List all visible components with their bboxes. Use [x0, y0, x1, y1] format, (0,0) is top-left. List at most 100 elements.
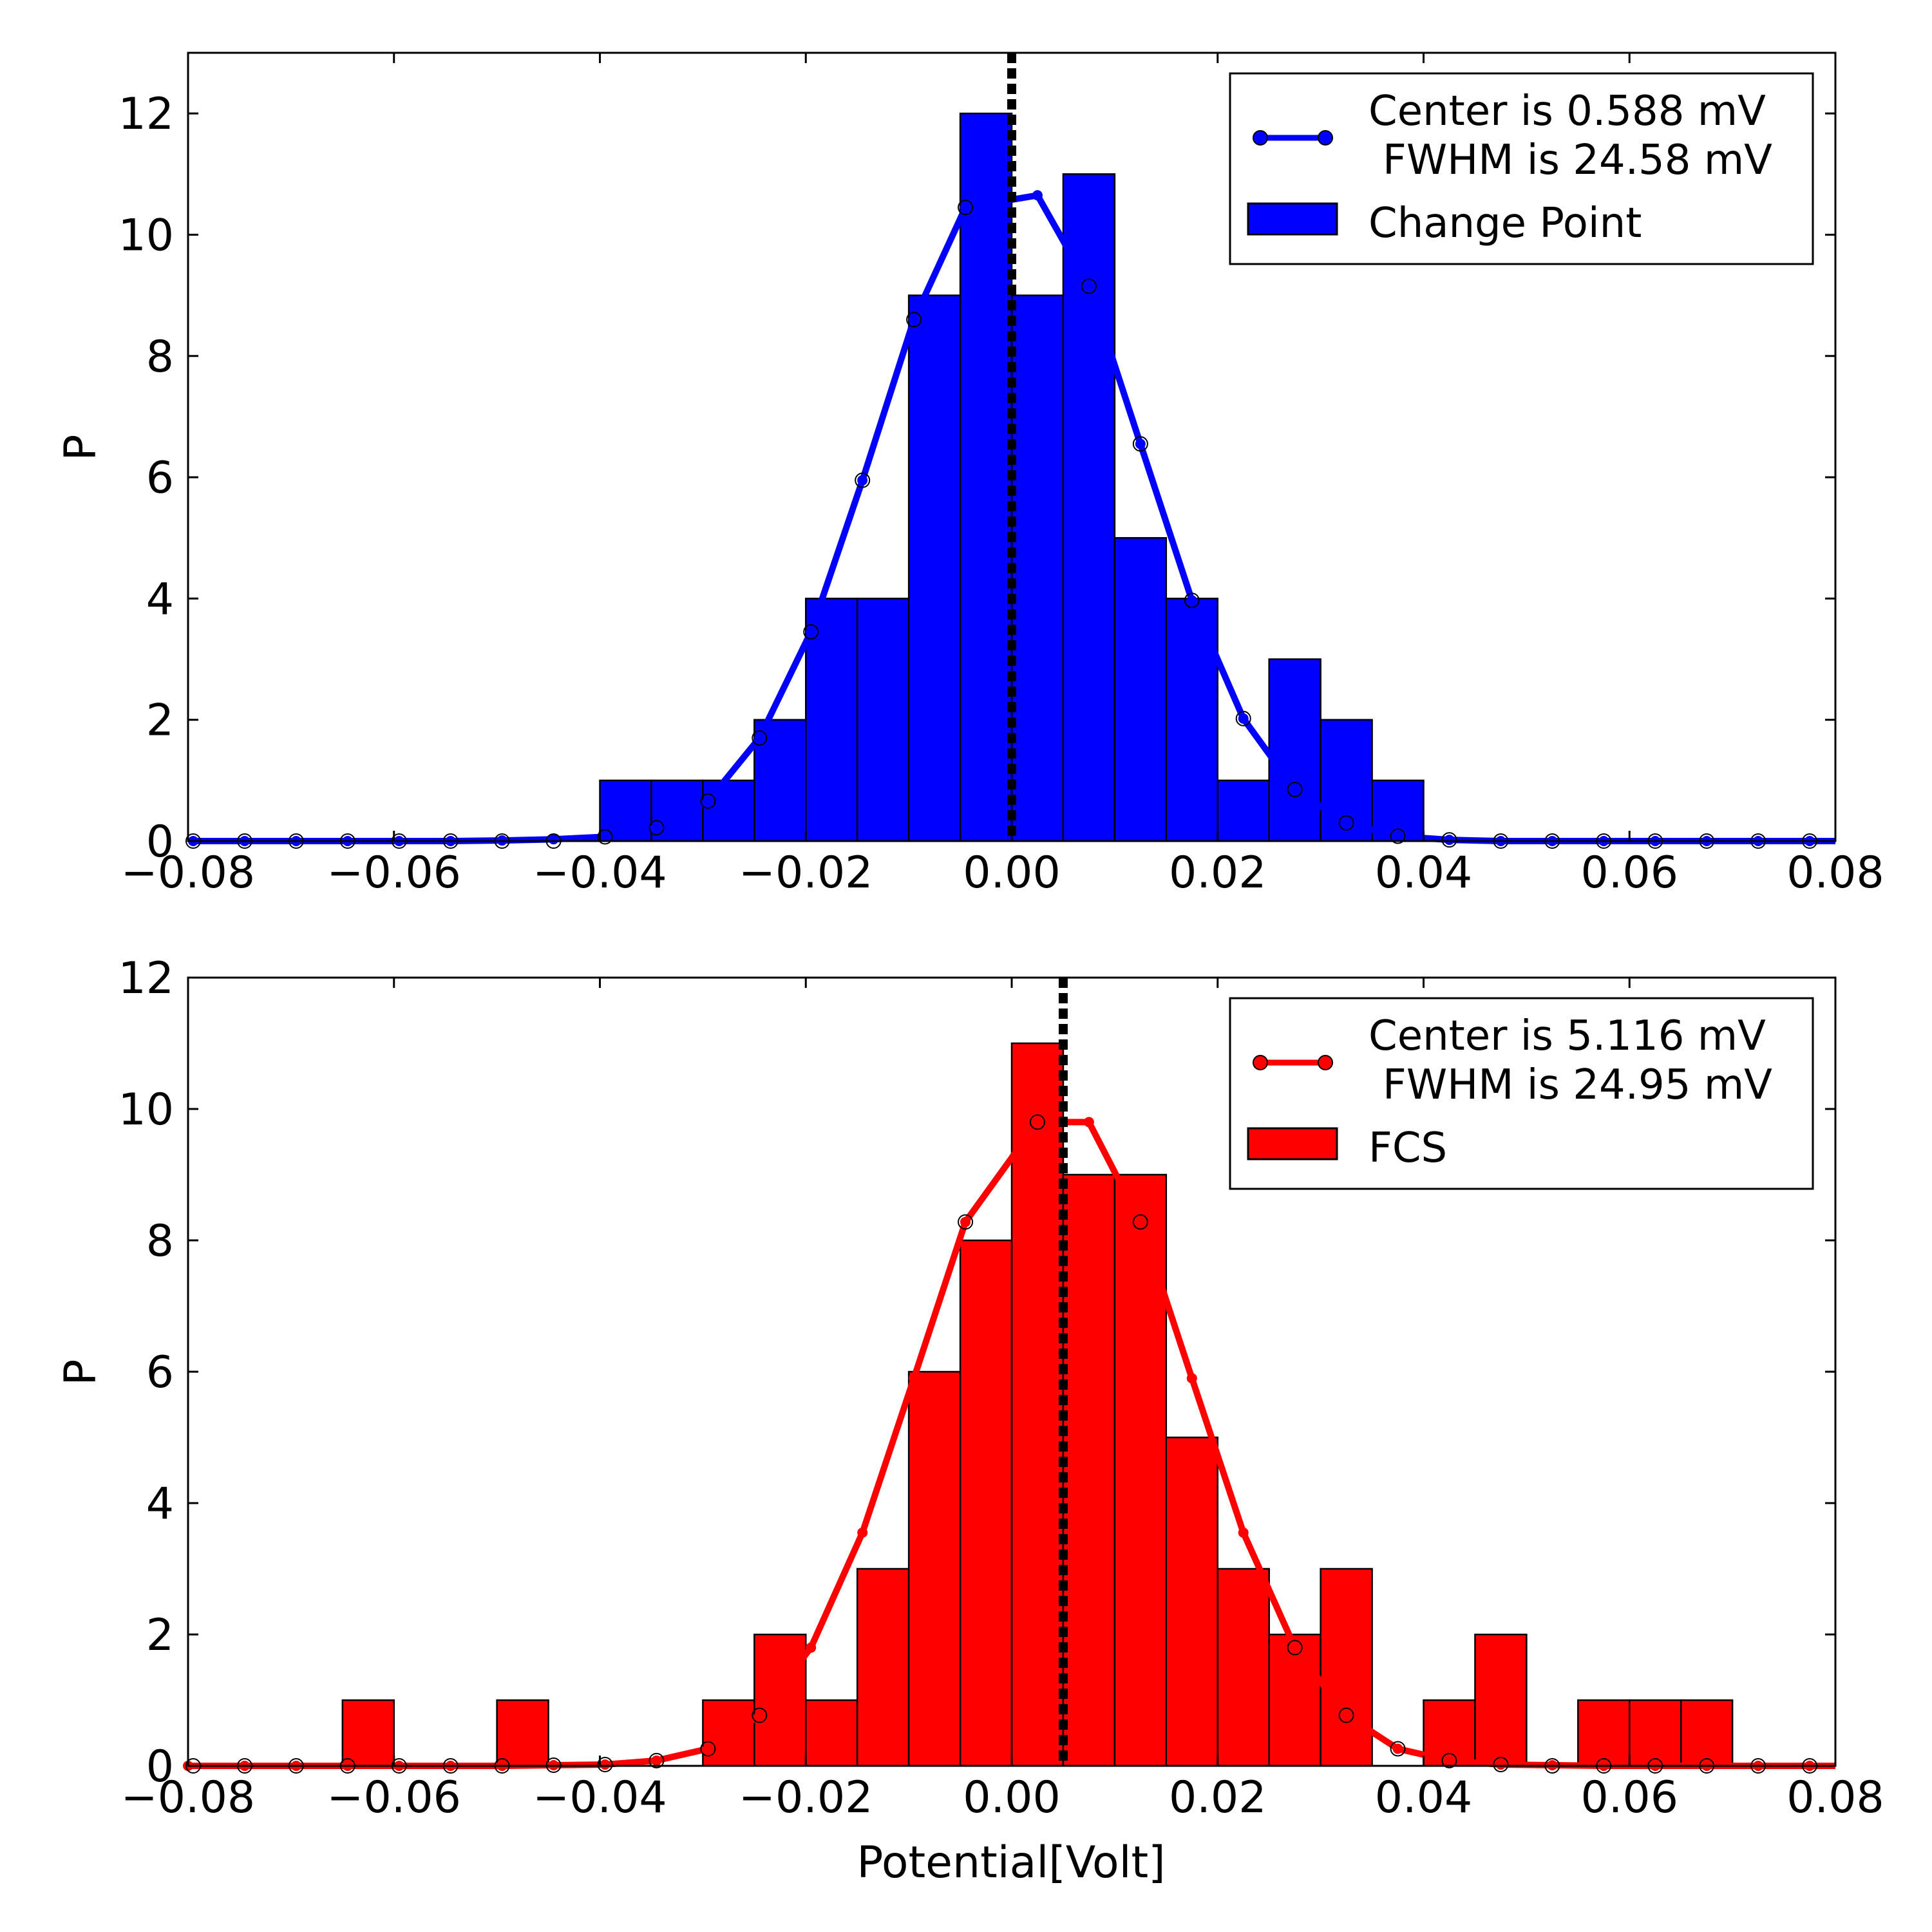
fit-curve-marker: [651, 822, 662, 833]
fit-curve-marker: [1444, 1755, 1455, 1766]
fit-curve-open-marker: [1287, 781, 1303, 797]
fit-curve-open-marker: [1390, 1741, 1406, 1757]
y-tick-label: 6: [146, 453, 174, 504]
histogram-bars: [599, 112, 1425, 842]
legend-bar-label: Change Point: [1368, 200, 1642, 247]
histogram-bar: [1113, 536, 1168, 842]
fit-curve-marker: [1135, 439, 1146, 450]
fit-curve-marker: [857, 1527, 868, 1538]
fit-curve-marker: [1135, 1217, 1146, 1227]
histogram-bar: [1268, 1633, 1321, 1767]
fit-curve-open-marker: [1441, 1752, 1457, 1768]
fit-curve-open-marker: [803, 624, 819, 640]
x-tick-label: −0.08: [121, 1772, 255, 1823]
fit-curve-open-marker: [1235, 710, 1251, 726]
fit-curve-open-marker: [597, 829, 613, 845]
y-axis-label: P: [55, 1359, 106, 1385]
histogram-bar: [1062, 173, 1116, 842]
x-axis-label: Potential[Volt]: [857, 1837, 1165, 1888]
y-tick-labels: 0 2 4 6 8 10 12: [118, 953, 174, 1792]
legend-marker: [1318, 130, 1333, 146]
histogram-bar: [1113, 1173, 1168, 1767]
fit-curve-open-marker: [752, 1707, 768, 1723]
fit-curve-open-marker: [958, 1214, 974, 1230]
y-tick-label: 8: [146, 332, 174, 383]
y-tick-label: 0: [146, 1741, 174, 1792]
x-tick-label: 0.06: [1581, 1772, 1678, 1823]
fit-curve-marker: [1083, 281, 1094, 292]
fit-curve-marker: [1186, 1373, 1197, 1384]
fit-curve-open-marker: [1338, 815, 1354, 831]
fit-curve-marker: [857, 475, 868, 486]
histogram-bar: [496, 1699, 549, 1767]
x-tick-label: −0.06: [327, 848, 461, 898]
y-tick-label: 6: [146, 1347, 174, 1398]
histogram-bar: [1320, 1567, 1373, 1767]
fit-curve-open-marker: [752, 730, 768, 746]
y-tick-labels: 0 2 4 6 8 10 12: [118, 89, 174, 867]
x-tick-label: −0.04: [533, 848, 667, 898]
x-tick-label: 0.00: [963, 848, 1060, 898]
legend-marker: [1253, 1055, 1268, 1070]
legend-marker: [1318, 1055, 1333, 1070]
histogram-bar: [1217, 779, 1270, 842]
fit-curve-open-marker: [1132, 1214, 1148, 1230]
fit-curve-marker: [806, 1642, 817, 1653]
fit-curve-open-marker: [1081, 278, 1097, 294]
legend-bar-label: FCS: [1368, 1124, 1447, 1172]
y-tick-label: 0: [146, 817, 174, 867]
fit-curve-open-marker: [855, 472, 871, 488]
histogram-bar: [1165, 1436, 1218, 1767]
y-tick-label: 12: [118, 953, 174, 1004]
x-tick-label: 0.02: [1169, 1772, 1266, 1823]
histogram-bar: [753, 1633, 807, 1767]
fit-curve-marker: [703, 795, 714, 806]
x-tick-label: −0.06: [327, 1772, 461, 1823]
x-tick-label: −0.08: [121, 848, 255, 898]
fit-curve-marker: [960, 1217, 971, 1227]
x-tick-label: −0.02: [739, 1772, 873, 1823]
y-tick-label: 10: [118, 1084, 174, 1135]
legend-fit-center-label: Center is 0.588 mV: [1368, 88, 1766, 135]
legend-bar-patch: [1247, 202, 1338, 236]
fit-curve-marker: [1238, 1527, 1249, 1538]
fit-curve-marker: [806, 627, 817, 638]
fit-curve-open-marker: [1441, 832, 1457, 848]
histogram-bar: [1474, 1633, 1528, 1767]
histogram-bar: [702, 779, 755, 842]
x-tick-label: 0.02: [1169, 848, 1266, 898]
fit-curve-open-marker: [1493, 1756, 1509, 1772]
y-axis-label: P: [55, 434, 106, 460]
histogram-bars: [341, 1042, 1734, 1767]
fit-curve-marker: [1083, 1117, 1094, 1128]
fit-curve-open-marker: [906, 312, 922, 328]
fit-curve-open-marker: [649, 1752, 665, 1768]
fit-curve-open-marker: [700, 1741, 716, 1757]
histogram-bar: [959, 1239, 1013, 1767]
legend: Center is 0.588 mV FWHM is 24.58 mV Chan…: [1229, 72, 1814, 265]
fit-curve-open-marker: [1029, 1114, 1045, 1130]
fit-curve-marker: [754, 1710, 765, 1721]
x-tick-labels: −0.08 −0.06 −0.04 −0.02 0.00 0.02 0.04 0.06 0.08: [121, 848, 1884, 898]
histogram-bar: [341, 1699, 395, 1767]
x-tick-label: 0.08: [1786, 848, 1884, 898]
fit-curve-marker: [1289, 784, 1300, 795]
fit-curve-marker: [1032, 1117, 1043, 1128]
fit-curve-open-marker: [958, 200, 974, 216]
fit-curve-marker: [1341, 1710, 1352, 1721]
y-tick-label: 4: [146, 1479, 174, 1530]
axes-frame: [187, 976, 1837, 1767]
y-tick-label: 12: [118, 89, 174, 140]
y-tick-label: 10: [118, 210, 174, 261]
fit-curve-marker: [909, 314, 920, 325]
x-tick-label: −0.02: [739, 848, 873, 898]
fit-curve-marker: [703, 1743, 714, 1754]
histogram-bar: [1010, 1042, 1065, 1767]
fit-curve-open-marker: [1287, 1640, 1303, 1656]
axes-frame: [187, 52, 1837, 842]
fit-curve-marker: [1238, 713, 1249, 724]
fit-curve-open-marker: [700, 793, 716, 809]
histogram-bar: [856, 598, 910, 842]
legend-bar-patch: [1247, 1127, 1338, 1160]
